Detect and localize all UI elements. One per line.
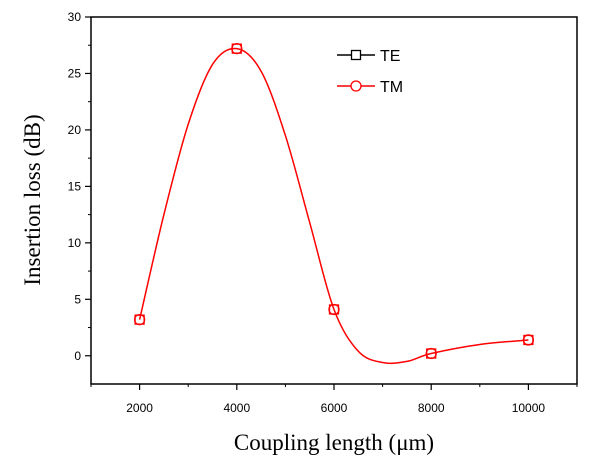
te-point (328, 304, 340, 315)
te-point (134, 314, 145, 325)
y-tick-label: 30 (68, 10, 82, 24)
axis-tick-labels: 2000 4000 6000 8000 10000 0 5 10 15 20 25 30 (68, 10, 546, 415)
legend-label-tm: TM (380, 79, 403, 96)
y-tick-label: 10 (68, 236, 82, 250)
te-point (426, 348, 437, 359)
x-axis-title: Coupling length (μm) (234, 430, 434, 455)
data-markers (133, 42, 535, 360)
y-tick-label: 15 (68, 179, 82, 193)
y-tick-label: 20 (68, 123, 82, 137)
y-axis-title: Insertion loss (dB) (20, 114, 45, 285)
y-tick-label: 0 (74, 349, 81, 363)
legend-label-te: TE (380, 48, 400, 65)
legend: TE TM (337, 48, 403, 96)
y-tick-label: 25 (68, 66, 82, 80)
axis-ticks (85, 16, 578, 390)
y-tick-label: 5 (74, 292, 81, 306)
x-tick-label: 6000 (321, 401, 348, 415)
x-tick-label: 2000 (126, 401, 153, 415)
x-tick-label: 4000 (223, 401, 250, 415)
te-point (523, 334, 534, 346)
legend-marker-tm (350, 80, 362, 92)
x-tick-label: 10000 (512, 401, 546, 415)
series-curve (138, 47, 529, 365)
x-tick-label: 8000 (418, 401, 445, 415)
legend-marker-te (350, 49, 362, 61)
te-point (231, 43, 242, 54)
plot-frame (90, 16, 578, 385)
